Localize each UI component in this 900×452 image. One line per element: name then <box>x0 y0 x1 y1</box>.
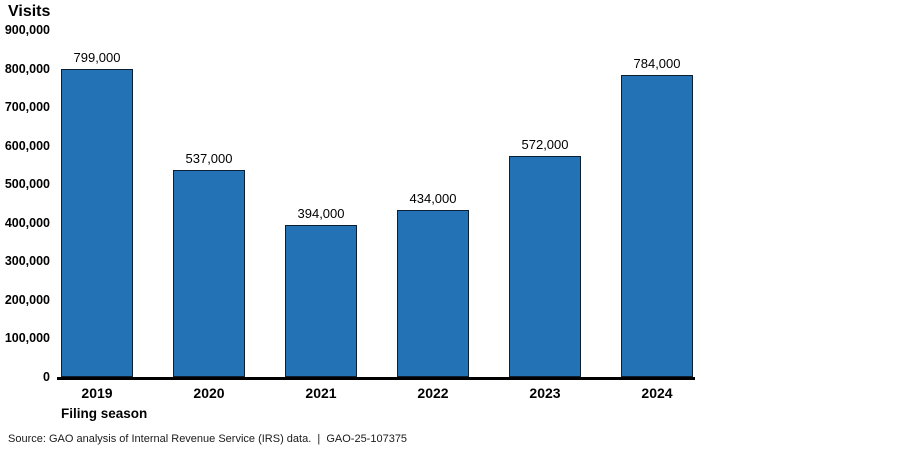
bar-2019 <box>61 69 133 377</box>
plot-area: 799,000 2019 537,000 2020 394,000 2021 434,000… <box>57 30 701 401</box>
y-tick-label: 100,000 <box>4 331 50 346</box>
x-tick-label-2021: 2021 <box>305 385 337 401</box>
y-tick-label: 800,000 <box>4 61 50 76</box>
y-tick-label: 200,000 <box>4 292 50 307</box>
y-axis: 0 100,000 200,000 300,000 400,000 500,000 600,… <box>0 23 50 384</box>
bar-value-label: 537,000 <box>185 151 233 166</box>
bar-value-label: 572,000 <box>521 137 569 152</box>
y-tick-label: 600,000 <box>4 138 50 153</box>
bar-2022 <box>397 210 469 377</box>
bar-2023 <box>509 156 581 377</box>
x-tick-label-2020: 2020 <box>193 385 225 401</box>
chart-title: Visits <box>8 3 51 20</box>
x-tick-label-2024: 2024 <box>641 385 673 401</box>
y-tick-label: 0 <box>43 370 50 384</box>
x-tick-label-2023: 2023 <box>529 385 561 401</box>
bar-value-label: 434,000 <box>409 191 457 206</box>
x-axis-line <box>57 377 695 380</box>
y-tick-label: 500,000 <box>4 177 50 192</box>
source-note: Source: GAO analysis of Internal Revenue… <box>8 433 408 445</box>
bar-2021 <box>285 225 357 377</box>
bar-2024 <box>621 75 693 377</box>
bar-value-label: 394,000 <box>297 206 345 221</box>
bar-2020 <box>173 170 245 377</box>
x-axis-title: Filing season <box>61 406 148 421</box>
x-tick-label-2019: 2019 <box>81 385 113 401</box>
bar-value-label: 799,000 <box>73 50 121 65</box>
y-tick-label: 900,000 <box>4 23 50 37</box>
x-tick-label-2022: 2022 <box>417 385 449 401</box>
y-tick-label: 300,000 <box>4 254 50 269</box>
y-tick-label: 400,000 <box>4 215 50 230</box>
bar-value-label: 784,000 <box>633 56 681 71</box>
y-tick-label: 700,000 <box>4 100 50 115</box>
